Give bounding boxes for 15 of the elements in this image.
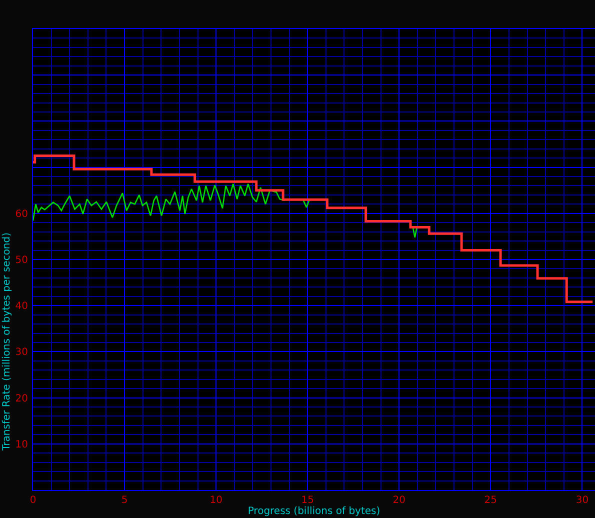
x-tick-label: 30 (576, 495, 589, 506)
x-tick-label: 5 (121, 495, 128, 506)
x-tick-label: 10 (210, 495, 222, 506)
x-tick-label: 20 (392, 495, 406, 506)
x-tick-label: 0 (30, 495, 36, 506)
y-tick-label: 30 (15, 347, 28, 358)
x-axis-title: Progress (billions of bytes) (248, 506, 380, 517)
y-tick-label: 40 (15, 301, 28, 312)
x-tick-label: 25 (484, 495, 498, 506)
x-tick-label: 15 (301, 495, 314, 506)
y-tick-label: 10 (15, 439, 28, 450)
y-tick-label: 60 (15, 208, 28, 220)
y-tick-label: 20 (15, 393, 28, 404)
y-axis-title: Transfer Rate (millions of bytes per second) (2, 232, 13, 452)
y-tick-label: 50 (15, 255, 28, 266)
